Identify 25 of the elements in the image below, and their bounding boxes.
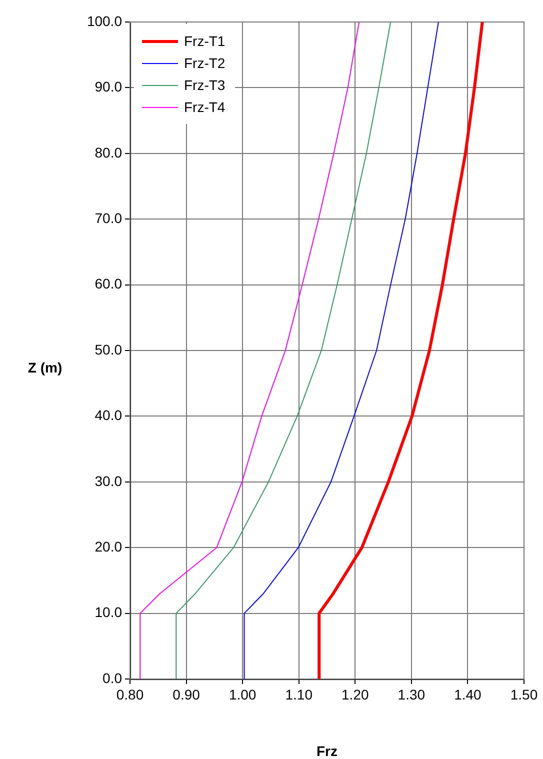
y-tick-label: 30.0 <box>94 472 122 489</box>
x-axis-title: Frz <box>316 742 338 759</box>
y-tick-label: 100.0 <box>86 12 122 29</box>
x-tick-label: 0.80 <box>116 686 144 702</box>
x-tick-label: 1.40 <box>454 686 482 702</box>
y-tick-label: 20.0 <box>94 538 122 554</box>
y-tick-label: 70.0 <box>94 210 122 226</box>
y-axis-title: Z (m) <box>28 359 62 376</box>
y-tick-label: 0.0 <box>102 670 122 686</box>
x-tick-label: 1.20 <box>342 686 369 702</box>
x-tick-label: 1.10 <box>285 686 313 702</box>
legend-label: Frz-T4 <box>184 99 226 115</box>
x-tick-label: 0.90 <box>172 686 200 702</box>
y-tick-label: 90.0 <box>94 78 122 95</box>
y-tick-label: 50.0 <box>94 341 122 358</box>
y-tick-label: 80.0 <box>94 144 122 160</box>
legend-label: Frz-T1 <box>184 33 226 49</box>
y-tick-label: 10.0 <box>94 604 122 620</box>
y-tick-label: 60.0 <box>94 276 122 292</box>
x-tick-label: 1.00 <box>228 686 256 702</box>
legend-label: Frz-T3 <box>184 77 226 93</box>
x-tick-label: 1.50 <box>510 686 538 702</box>
y-tick-label: 40.0 <box>94 407 122 424</box>
legend-label: Frz-T2 <box>184 55 226 71</box>
x-tick-label: 1.30 <box>398 686 426 702</box>
